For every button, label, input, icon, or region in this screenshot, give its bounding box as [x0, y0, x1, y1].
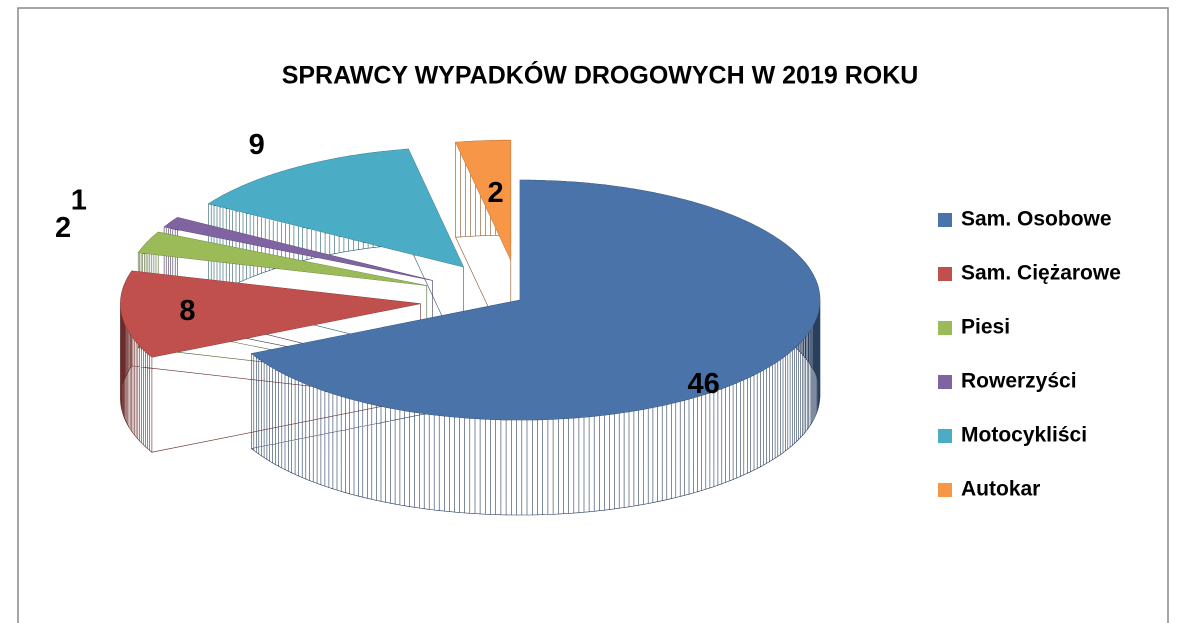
legend-swatch: [938, 321, 952, 335]
data-label: 46: [688, 368, 720, 400]
legend-label: Sam. Ciężarowe: [961, 262, 1121, 285]
legend-swatch: [938, 483, 952, 497]
slice: [208, 149, 464, 267]
data-label: 1: [71, 184, 87, 216]
legend-swatch: [938, 267, 952, 281]
legend-swatch: [938, 429, 952, 443]
legend-label: Motocykliści: [961, 424, 1087, 447]
legend-label: Piesi: [961, 316, 1010, 339]
slice: [455, 140, 511, 261]
legend-swatch: [938, 375, 952, 389]
chart-title: SPRAWCY WYPADKÓW DROGOWYCH W 2019 ROKU: [282, 60, 919, 90]
legend-label: Autokar: [961, 478, 1040, 501]
slice: [138, 232, 427, 286]
data-label: 8: [179, 295, 195, 327]
legend-label: Sam. Osobowe: [961, 208, 1112, 231]
chart-border: [17, 7, 1169, 623]
data-label: 2: [55, 212, 71, 244]
data-label: 2: [487, 177, 503, 209]
slice: [164, 217, 433, 281]
slice: [120, 270, 421, 358]
data-label: 9: [249, 129, 265, 161]
legend-label: Rowerzyści: [961, 370, 1077, 393]
slice: [251, 180, 820, 420]
legend-swatch: [938, 213, 952, 227]
